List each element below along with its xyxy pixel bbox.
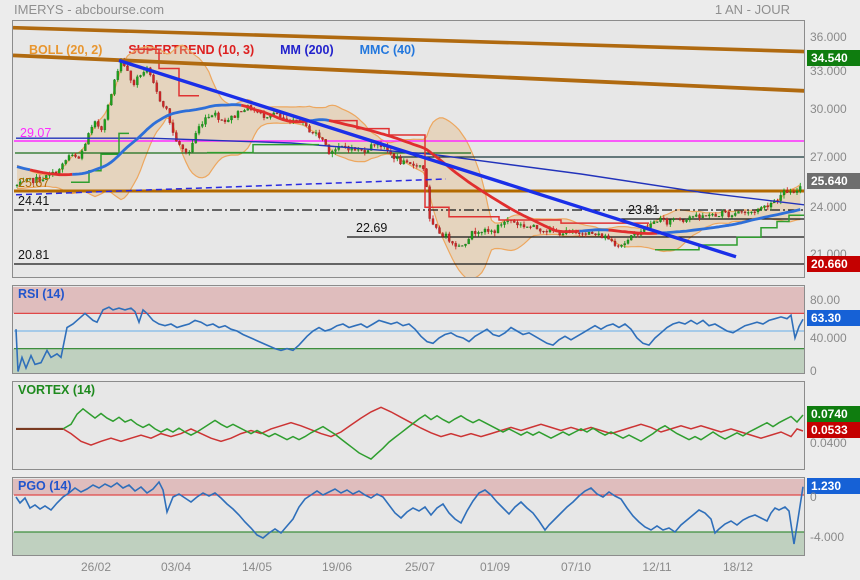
price-tick-label: 36.000 — [810, 30, 847, 44]
vortex-value-badge: 0.0740 — [807, 406, 860, 422]
x-tick-label: 03/04 — [160, 560, 192, 574]
mmc40-line — [328, 119, 580, 233]
legend-item-0: BOLL (20, 2) — [29, 43, 103, 57]
price-chart-panel-canvas[interactable] — [13, 21, 804, 277]
mm200-line — [16, 137, 804, 206]
vortex-plus-line — [16, 407, 804, 461]
mmc40-line — [608, 228, 658, 235]
rsi-tick-label: 0 — [810, 364, 817, 378]
candles-up-bodies — [15, 58, 802, 247]
x-tick-label: 01/09 — [479, 560, 511, 574]
vortex-tick-label: 0.0400 — [810, 436, 847, 450]
page-title: IMERYS - abcbourse.com — [14, 2, 165, 17]
level-label-25.67: 25.67 — [18, 176, 50, 190]
x-tick-label: 25/07 — [404, 560, 436, 574]
indicator-legend: BOLL (20, 2) SUPERTREND (10, 3) MM (200) MM… — [29, 43, 441, 57]
price-tick-label: 27.000 — [810, 150, 847, 164]
brown-channel-lower — [13, 53, 804, 93]
price-badge: 34.540 — [807, 50, 860, 66]
date-axis: 26/02 03/04 14/05 19/06 25/07 01/09 07/10 12/11… — [0, 560, 860, 578]
price-tick-label: 33.000 — [810, 64, 847, 78]
blue-downtrend — [118, 58, 737, 259]
x-tick-label: 07/10 — [560, 560, 592, 574]
pgo-line — [15, 480, 804, 545]
x-tick-label: 26/02 — [80, 560, 112, 574]
pgo-value-badge: 1.230 — [807, 477, 860, 494]
x-tick-label: 14/05 — [241, 560, 273, 574]
rsi-tick-label: 40.000 — [810, 330, 847, 345]
vortex-value-badge: 0.0533 — [807, 422, 860, 438]
supertrend-segment — [207, 143, 319, 154]
level-label-29.07: 29.07 — [20, 126, 52, 140]
pgo-panel[interactable]: PGO (14) — [12, 477, 805, 556]
rsi-panel-canvas[interactable] — [13, 286, 804, 373]
legend-item-3: MMC (40) — [359, 43, 416, 57]
pgo-tick-label: 0 — [810, 490, 817, 504]
mmc40-line — [16, 165, 31, 172]
vortex-panel-canvas[interactable] — [13, 382, 804, 469]
level-label-22.69: 22.69 — [356, 221, 388, 235]
price-badge: 25.640 — [807, 173, 860, 189]
rsi-tick-label: 80.00 — [810, 292, 841, 307]
legend-item-2: MM (200) — [280, 43, 334, 57]
mmc40-line — [29, 168, 73, 177]
mmc40-line — [657, 208, 801, 235]
timeframe-label: 1 AN - JOUR — [714, 2, 790, 17]
rsi-title: RSI (14) — [18, 287, 65, 301]
pgo-tick-label: -4.000 — [810, 530, 845, 544]
mmc40-line — [72, 103, 242, 176]
pgo-title: PGO (14) — [18, 479, 72, 493]
x-tick-label: 18/12 — [722, 560, 754, 574]
price-tick-label: 30.000 — [810, 102, 847, 116]
level-label-23.81: 23.81 — [628, 203, 660, 217]
mmc40-line — [579, 228, 609, 233]
price-axis: 36.000 33.000 30.000 27.000 24.000 21.000 34.5… — [807, 0, 860, 580]
supertrend-segment — [133, 48, 199, 97]
rsi-value-badge: 63.30 — [807, 310, 860, 327]
pgo-panel-canvas[interactable] — [13, 478, 804, 555]
level-label-20.81: 20.81 — [18, 248, 50, 262]
brown-channel-upper — [13, 25, 804, 54]
rsi-panel[interactable]: RSI (14) — [12, 285, 805, 374]
price-tick-label: 24.000 — [810, 200, 847, 214]
x-tick-label: 12/11 — [642, 560, 672, 574]
vortex-panel[interactable]: VORTEX (14) — [12, 381, 805, 470]
vortex-title: VORTEX (14) — [18, 383, 96, 397]
legend-item-1: SUPERTREND (10, 3) — [128, 43, 255, 57]
price-chart-panel[interactable]: BOLL (20, 2) SUPERTREND (10, 3) MM (200) MM… — [12, 20, 805, 278]
vortex-minus-line — [16, 406, 804, 446]
x-tick-label: 19/06 — [321, 560, 353, 574]
rsi-line — [15, 306, 804, 372]
mmc40-line — [241, 103, 307, 124]
dashed-trendline — [15, 178, 447, 196]
level-label-24.41: 24.41 — [18, 194, 50, 208]
price-badge: 20.660 — [807, 256, 860, 272]
supertrend-segment — [71, 132, 129, 184]
